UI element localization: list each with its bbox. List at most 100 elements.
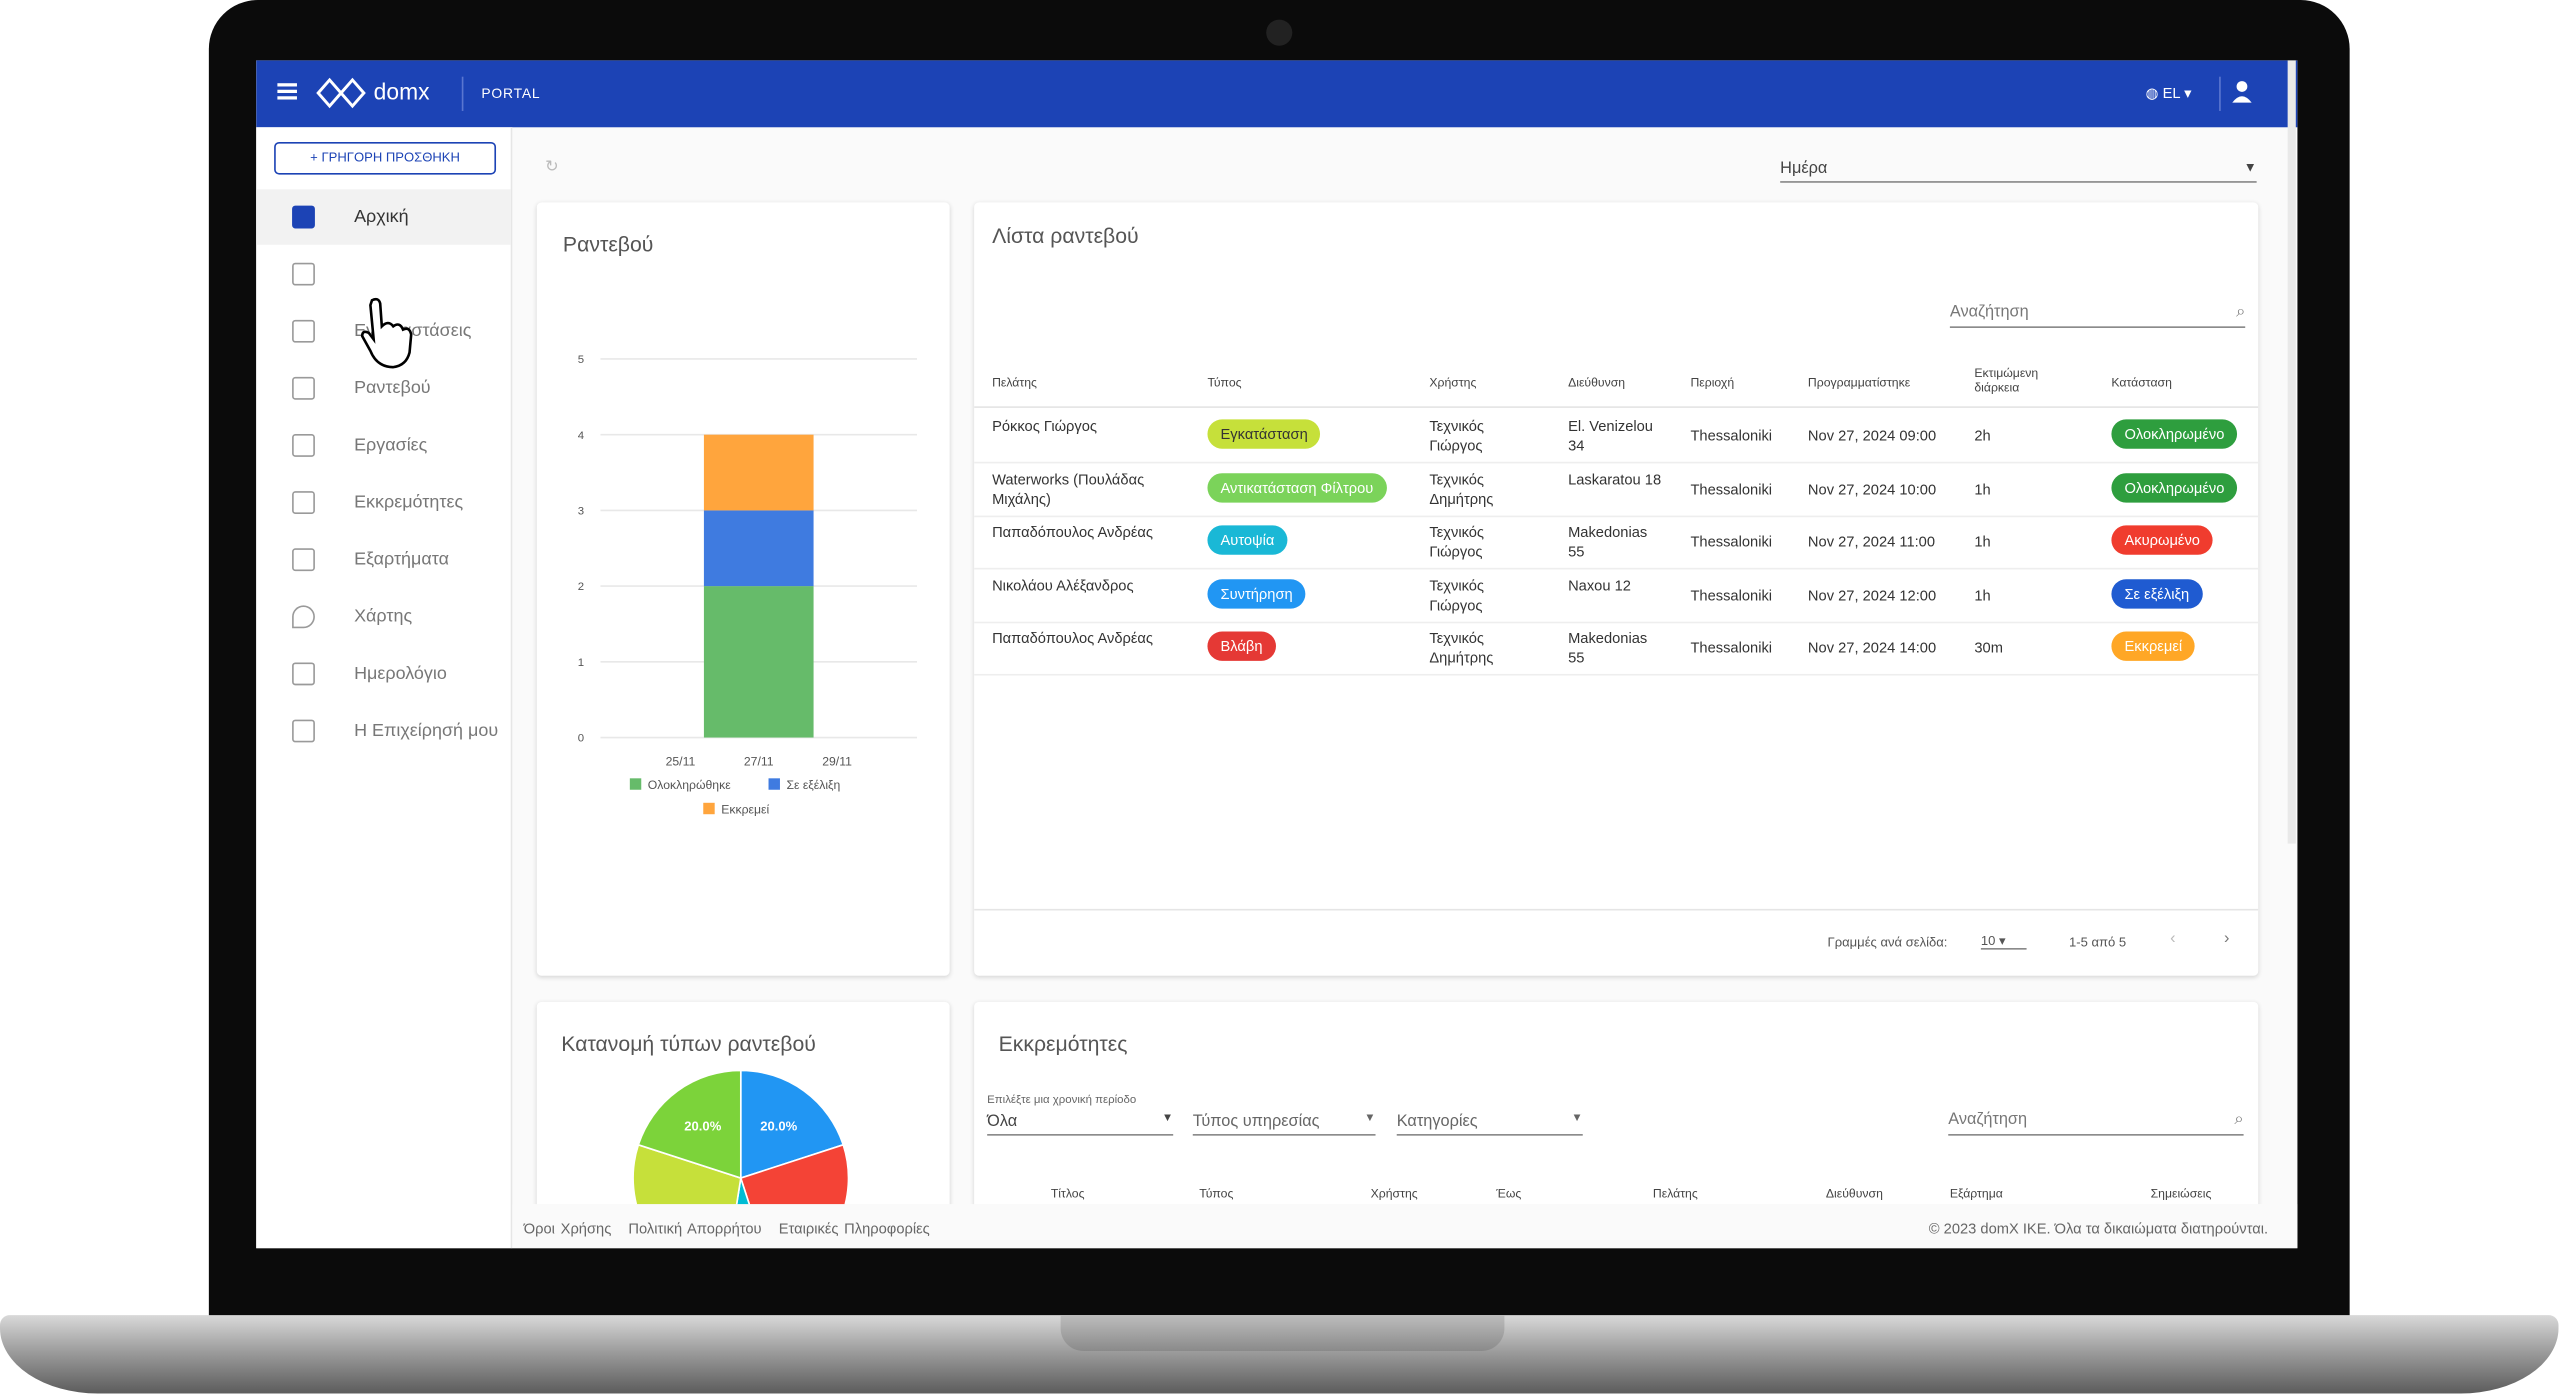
- appointments-table: Πελάτης Τύπος Χρήστης Διεύθυνση Περιοχή Προγρ…: [974, 202, 2259, 975]
- brand: domx: [373, 78, 430, 105]
- legend-label: Ολοκληρώθηκε: [648, 778, 731, 792]
- column-header: Εξάρτημα: [1949, 1186, 2003, 1201]
- table-cell: Thessaloniki: [1690, 639, 1773, 656]
- status-chip: Εκκρεμεί: [2111, 631, 2196, 661]
- nav-item[interactable]: Η Επιχείρησή μου: [256, 703, 511, 758]
- nav-item[interactable]: Εργασίες: [256, 418, 511, 473]
- next-page[interactable]: ›: [2224, 930, 2230, 949]
- search-field[interactable]: Αναζήτηση ⌕: [1949, 303, 2246, 328]
- table-row[interactable]: [974, 463, 2259, 517]
- table-cell: 1h: [1974, 533, 1991, 550]
- language-select[interactable]: ◍ EL ▾: [2145, 84, 2192, 102]
- legend-swatch: [703, 802, 715, 815]
- bar-segment: [703, 434, 814, 511]
- table-cell: Τεχνικός Γιώργος: [1429, 576, 1485, 613]
- search-field[interactable]: Αναζήτηση ⌕: [1948, 1111, 2244, 1136]
- table-cell: Παπαδόπουλος Ανδρέας: [992, 523, 1153, 541]
- rows-per-page-select[interactable]: 10 ▾: [1980, 933, 2027, 950]
- categories-label: Κατηγορίες: [1396, 1112, 1478, 1131]
- categories-filter[interactable]: Κατηγορίες ▼: [1396, 1112, 1583, 1136]
- card-title: Εκκρεμότητες: [998, 1031, 1128, 1056]
- bar-segment: [703, 586, 814, 738]
- period-filter[interactable]: Όλα ▼: [987, 1113, 1174, 1136]
- nav-item[interactable]: Εκκρεμότητες: [256, 475, 511, 530]
- nav-item[interactable]: Χάρτης: [256, 589, 511, 644]
- column-header: Πελάτης: [992, 375, 1037, 390]
- table-row[interactable]: [974, 410, 2259, 464]
- table-cell: Waterworks (Πουλάδας Μιχάλης): [992, 470, 1145, 507]
- copyright: © 2023 domX IKE. Όλα τα δικαιώματα διατη…: [1928, 1220, 2269, 1237]
- column-header: Σημειώσεις: [2150, 1186, 2212, 1201]
- type-chip: Συντήρηση: [1207, 578, 1306, 608]
- column-header: Πελάτης: [1652, 1186, 1698, 1201]
- nav-item[interactable]: Ραντεβού: [256, 361, 511, 416]
- table-cell: Nov 27, 2024 12:00: [1807, 586, 1937, 603]
- column-header: Τύπος: [1207, 375, 1242, 390]
- x-tick-label: 29/11: [822, 754, 852, 768]
- type-chip: Βλάβη: [1207, 631, 1276, 661]
- footer: Όροι Χρήσης Πολιτική Απορρήτου Εταιρικές…: [512, 1204, 2298, 1249]
- table-cell: Makedonias 55: [1568, 523, 1648, 560]
- divider: [2219, 76, 2221, 111]
- status-chip: Σε εξέλιξη: [2111, 578, 2203, 608]
- table-cell: Τεχνικός Δημήτρης: [1429, 629, 1494, 666]
- column-header: Έως: [1496, 1186, 1522, 1201]
- nav-item[interactable]: Ημερολόγιο: [256, 646, 511, 701]
- legend-swatch: [629, 778, 642, 790]
- refresh-icon[interactable]: ↻: [544, 158, 559, 177]
- nav-label: Εργασίες: [354, 435, 428, 456]
- divider: [461, 76, 464, 111]
- pie-slice: [637, 1069, 742, 1180]
- table-cell: Παπαδόπουλος Ανδρέας: [992, 629, 1153, 647]
- rows-per-page-label: Γραμμές ανά σελίδα:: [1827, 934, 1948, 950]
- table-cell: Thessaloniki: [1690, 480, 1773, 497]
- x-tick-label: 27/11: [744, 754, 774, 768]
- column-header: Χρήστης: [1429, 375, 1477, 390]
- menu-button[interactable]: [277, 83, 297, 87]
- pending-table-header: Τίτλος Τύπος Χρήστης Έως Πελάτης Διεύθυνση Εξά…: [974, 1002, 2258, 1204]
- slice-label: 20.0%: [760, 1119, 797, 1134]
- slice-label: 20.0%: [684, 1119, 721, 1134]
- column-header: Περιοχή: [1690, 375, 1735, 390]
- column-header: Διεύθυνση: [1825, 1186, 1883, 1201]
- footer-link[interactable]: Εταιρικές Πληροφορίες: [778, 1220, 930, 1237]
- nav-item[interactable]: Αρχική: [256, 189, 511, 245]
- table-cell: Nov 27, 2024 14:00: [1807, 639, 1937, 656]
- table-cell: Nov 27, 2024 10:00: [1807, 480, 1937, 497]
- top-bar: domx PORTAL ◍ EL ▾: [256, 60, 2298, 128]
- legend-label: Σε εξέλιξη: [786, 778, 840, 792]
- nav-label: Η Επιχείρησή μου: [354, 721, 499, 741]
- table-cell: Τεχνικός Γιώργος: [1429, 523, 1485, 560]
- x-tick-label: 25/11: [666, 754, 696, 768]
- table-cell: Τεχνικός Δημήτρης: [1429, 470, 1494, 507]
- rows-per-page: 10: [1980, 933, 1996, 949]
- legend-swatch: [768, 778, 780, 790]
- service-type-filter[interactable]: Τύπος υπηρεσίας ▼: [1192, 1113, 1376, 1136]
- card-title: Λίστα ραντεβού: [992, 223, 1139, 249]
- y-tick-label: 5: [578, 354, 584, 366]
- footer-link[interactable]: Όροι Χρήσης: [523, 1220, 612, 1237]
- footer-links: Όροι Χρήσης Πολιτική Απορρήτου Εταιρικές…: [524, 1221, 930, 1237]
- y-tick-label: 2: [578, 581, 584, 593]
- prev-page[interactable]: ‹: [2170, 930, 2176, 949]
- nav-label: Ημερολόγιο: [354, 664, 447, 684]
- nav-label: Αρχική: [354, 207, 409, 227]
- card-title: Ραντεβού: [562, 231, 654, 257]
- pie-chart: 20.0% 20.0%: [632, 1069, 850, 1205]
- table-row[interactable]: [974, 516, 2259, 570]
- table-cell: El. Venizelou 34: [1568, 417, 1653, 454]
- user-icon[interactable]: [2231, 80, 2254, 103]
- footer-link[interactable]: Πολιτική Απορρήτου: [628, 1220, 762, 1237]
- column-header: Τύπος: [1199, 1186, 1234, 1201]
- quick-add-button[interactable]: + ΓΡΗΓΟΡΗ ΠΡΟΣΘΗΚΗ: [274, 141, 497, 175]
- search-placeholder: Αναζήτηση: [1949, 303, 2029, 322]
- table-row[interactable]: [974, 569, 2259, 623]
- nav-label: Εκκρεμότητες: [354, 492, 464, 513]
- nav-item[interactable]: [256, 246, 511, 301]
- table-row[interactable]: [974, 622, 2259, 676]
- nav-item[interactable]: Εξαρτήματα: [256, 532, 511, 587]
- period-select[interactable]: Ημέρα ▼: [1780, 160, 2257, 183]
- quick-add-label: ΓΡΗΓΟΡΗ ΠΡΟΣΘΗΚΗ: [321, 150, 460, 165]
